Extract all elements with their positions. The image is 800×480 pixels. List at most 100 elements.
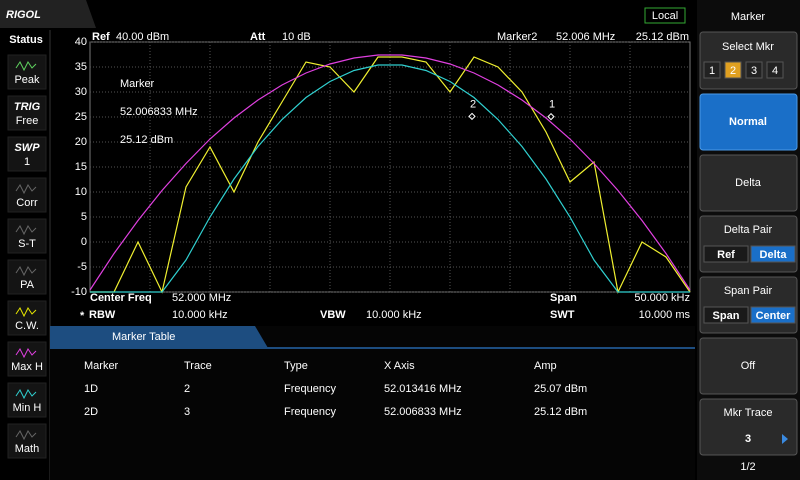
status-label: C.W. xyxy=(15,320,39,332)
y-tick-label: 20 xyxy=(75,136,87,148)
pair-option[interactable] xyxy=(703,245,749,263)
y-tick-label: 0 xyxy=(81,236,87,248)
mkr-option[interactable] xyxy=(724,61,742,79)
trace xyxy=(90,56,691,294)
y-tick-label: 35 xyxy=(75,61,87,73)
mkr-option[interactable] xyxy=(745,61,763,79)
status-icon xyxy=(7,341,47,377)
pair-option-label: Center xyxy=(756,310,792,322)
pair-option[interactable] xyxy=(750,245,796,263)
logo: RIGOL xyxy=(6,9,41,21)
mkr-trace-label: Mkr Trace xyxy=(724,407,773,419)
y-tick-label: 40 xyxy=(75,36,87,48)
marker-table-tab xyxy=(50,326,268,348)
marker-number: 1 xyxy=(549,99,555,111)
pair-option-label: Ref xyxy=(717,249,735,261)
readout-freq: 52.006 MHz xyxy=(556,31,615,43)
swt: 10.000 ms xyxy=(639,309,691,321)
marker-table-title: Marker Table xyxy=(112,331,175,343)
readout-amp: 25.12 dBm xyxy=(636,31,689,43)
off-button: Off xyxy=(741,360,756,372)
att-value: 10 dB xyxy=(282,31,311,43)
status-glyph xyxy=(15,266,37,277)
table-header: X Axis xyxy=(384,360,415,372)
ref-value: 40.00 dBm xyxy=(116,31,169,43)
status-glyph xyxy=(15,184,37,195)
status-label: Peak xyxy=(14,74,40,86)
marker-overlay: 25.12 dBm xyxy=(120,134,173,146)
rbw-flag: * xyxy=(80,310,85,322)
y-tick-label: 15 xyxy=(75,161,87,173)
status-icon xyxy=(7,54,47,90)
span-label: Span xyxy=(550,292,577,304)
trace xyxy=(90,64,690,293)
span: 50.000 kHz xyxy=(634,292,690,304)
select-mkr-label: Select Mkr xyxy=(722,41,774,53)
status-title: Status xyxy=(9,34,43,46)
rbw-label: RBW xyxy=(89,309,116,321)
table-cell: 25.07 dBm xyxy=(534,383,587,395)
menu-page: 1/2 xyxy=(740,461,755,473)
mkr-option-label: 4 xyxy=(772,65,778,77)
table-header: Amp xyxy=(534,360,557,372)
y-tick-label: 10 xyxy=(75,186,87,198)
mkr-option[interactable] xyxy=(766,61,784,79)
table-cell: 1D xyxy=(84,383,98,395)
mkr-option-label: 3 xyxy=(751,65,757,77)
status-label: Math xyxy=(15,443,39,455)
span_pair-label: Span Pair xyxy=(724,285,773,297)
center-freq-label: Center Freq xyxy=(90,292,152,304)
y-tick-label: 30 xyxy=(75,86,87,98)
rbw: 10.000 kHz xyxy=(172,309,228,321)
menu-button[interactable] xyxy=(699,398,798,456)
status-label: 1 xyxy=(24,156,30,168)
status-glyph xyxy=(15,348,37,359)
status-glyph xyxy=(15,430,37,441)
local-status: Local xyxy=(652,10,678,22)
status-icon xyxy=(7,423,47,459)
pair-option-label: Span xyxy=(713,310,740,322)
status-label: Min H xyxy=(13,402,42,414)
status-icon xyxy=(7,136,47,172)
dropdown-arrow xyxy=(782,434,788,444)
y-tick-label: -5 xyxy=(77,261,87,273)
normal-button: Normal xyxy=(729,116,767,128)
marker-point xyxy=(547,112,555,121)
pair-option[interactable] xyxy=(703,306,749,324)
table-cell: 25.12 dBm xyxy=(534,406,587,418)
menu-button[interactable] xyxy=(699,337,798,395)
marker-number: 2 xyxy=(470,98,476,110)
status-label: Max H xyxy=(11,361,43,373)
local-badge xyxy=(644,7,686,24)
trace xyxy=(89,54,691,291)
menu-button[interactable] xyxy=(699,93,798,151)
y-tick-label: -10 xyxy=(71,286,87,298)
table-cell: Frequency xyxy=(284,406,336,418)
table-cell: 52.006833 MHz xyxy=(384,406,462,418)
marker-overlay: Marker xyxy=(120,78,155,90)
status-glyph xyxy=(15,307,37,318)
pair-option-label: Delta xyxy=(760,249,788,261)
mkr-option[interactable] xyxy=(703,61,721,79)
delta-button: Delta xyxy=(735,177,762,189)
vbw-label: VBW xyxy=(320,309,346,321)
menu-button[interactable] xyxy=(699,154,798,212)
y-tick-label: 25 xyxy=(75,111,87,123)
y-tick-label: 5 xyxy=(81,211,87,223)
status-label: PA xyxy=(20,279,35,291)
pair-option[interactable] xyxy=(750,306,796,324)
table-cell: 3 xyxy=(184,406,190,418)
status-icon xyxy=(7,95,47,131)
center-freq: 52.000 MHz xyxy=(172,292,231,304)
table-cell: 2D xyxy=(84,406,98,418)
mkr-option-label: 2 xyxy=(730,65,736,77)
mkr-option-label: 1 xyxy=(709,65,715,77)
menu-title: Marker xyxy=(731,11,766,23)
readout-label: Marker2 xyxy=(497,31,537,43)
ref-label: Ref xyxy=(92,31,110,43)
status-label: Free xyxy=(16,115,39,127)
swt-label: SWT xyxy=(550,309,575,321)
status-glyph xyxy=(15,389,37,400)
marker-table-panel xyxy=(50,326,695,480)
table-header: Marker xyxy=(84,360,119,372)
